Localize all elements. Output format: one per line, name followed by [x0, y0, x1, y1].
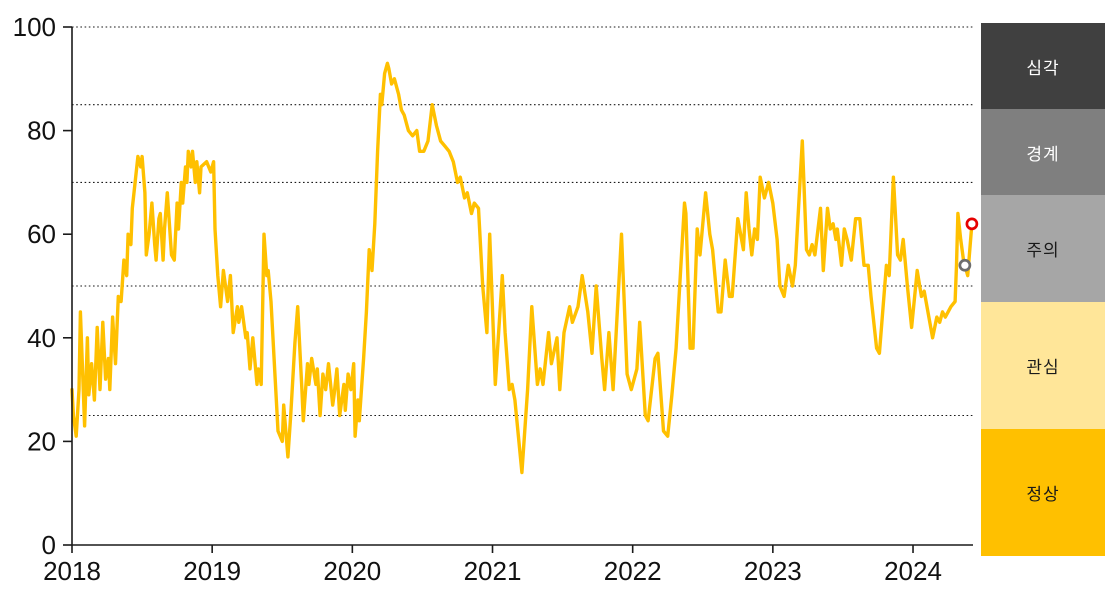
x-axis-tick-label-2023: 2023: [744, 556, 802, 586]
x-axis-tick-label-2022: 2022: [604, 556, 662, 586]
y-axis-tick-label-100: 100: [13, 12, 56, 42]
legend-band-3: 주의: [981, 195, 1105, 302]
x-axis-tick-label-2024: 2024: [884, 556, 942, 586]
previous-value-marker: [958, 258, 972, 272]
y-axis-tick-label-40: 40: [27, 323, 56, 353]
y-axis-tick-label-60: 60: [27, 219, 56, 249]
x-axis-tick-label-2020: 2020: [323, 556, 381, 586]
legend-band-label: 경계: [1026, 144, 1060, 164]
x-axis-tick-label-2019: 2019: [183, 556, 241, 586]
latest-value-marker: [965, 217, 979, 231]
legend-band-5: 정상: [981, 429, 1105, 556]
legend-band-2: 경계: [981, 109, 1105, 196]
y-axis-tick-label-80: 80: [27, 116, 56, 146]
y-axis-tick-label-0: 0: [42, 530, 56, 560]
legend-band-1: 심각: [981, 23, 1105, 110]
legend-band-4: 관심: [981, 302, 1105, 429]
legend-band-label: 정상: [1026, 485, 1060, 504]
legend-band-label: 관심: [1026, 358, 1060, 377]
y-axis-tick-label-20: 20: [27, 426, 56, 456]
x-axis-tick-label-2018: 2018: [43, 556, 101, 586]
index-line-series: [70, 61, 974, 475]
x-axis-tick-label-2021: 2021: [464, 556, 522, 586]
legend-band-label: 주의: [1026, 241, 1060, 261]
legend-band-label: 심각: [1026, 58, 1060, 78]
